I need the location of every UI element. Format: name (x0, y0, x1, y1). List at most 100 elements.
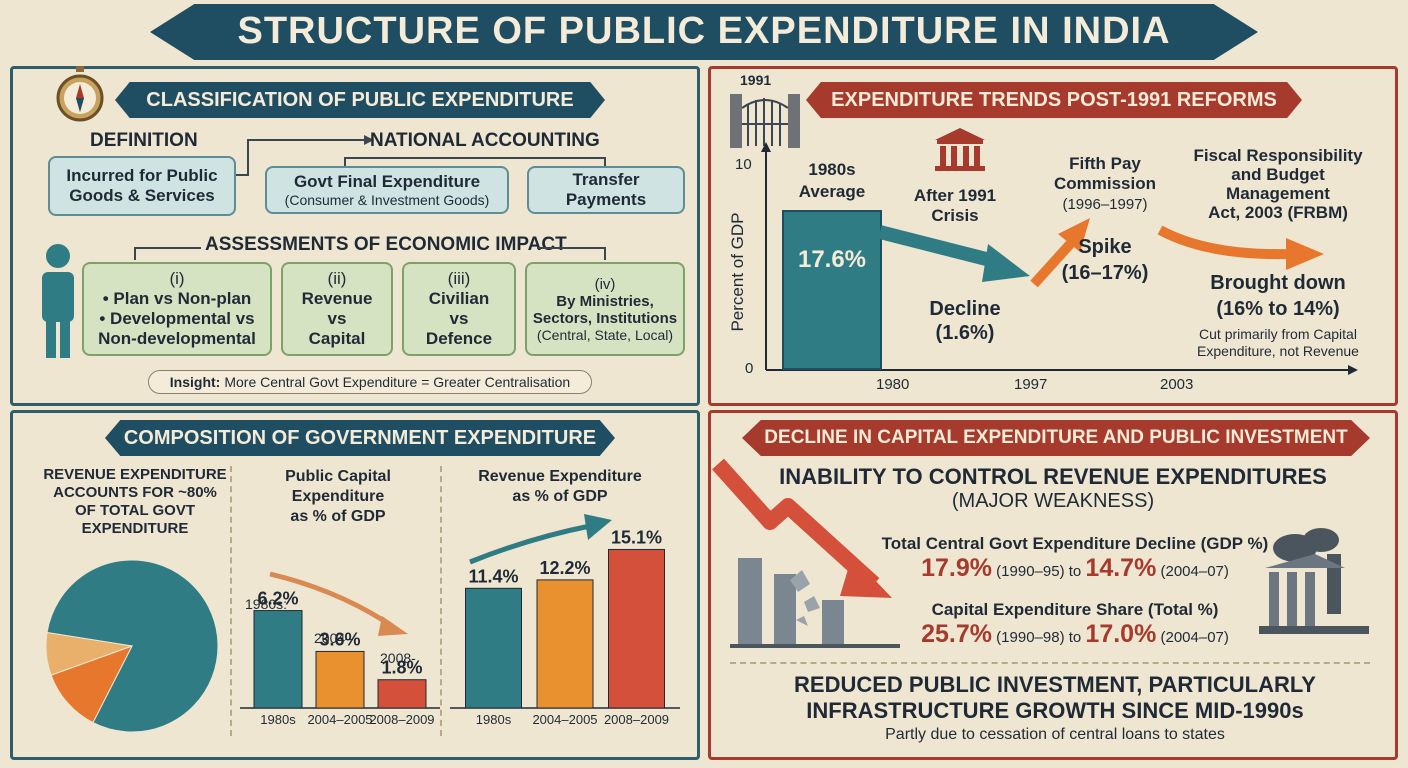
person-icon (42, 244, 74, 358)
assess-1-line-1: • Plan vs Non-plan (102, 289, 252, 308)
assess-4-line-3: (Central, State, Local) (536, 326, 674, 343)
factory-icon (1259, 528, 1369, 634)
share-values: 25.7% (1990–98) to 17.0% (2004–07) (870, 620, 1280, 649)
decline-label-2: (1.6%) (935, 322, 995, 344)
definition-text-1: Incurred for Public (66, 166, 218, 185)
total-label: Total Central Govt Expenditure Decline (… (881, 534, 1269, 553)
assess-box-2: (ii) Revenue vs Capital (281, 262, 393, 356)
cut-label-2: Expenditure, not Revenue (1197, 343, 1359, 359)
bar-category-label: 2004–2005 (532, 712, 597, 727)
rev-share-line-3: OF TOTAL GOVT (75, 502, 195, 519)
trends-x-1997: 1997 (1014, 376, 1048, 393)
bar-0 (465, 587, 522, 709)
share-value-2: 17.0% (1085, 620, 1157, 648)
capital-header: DECLINE IN CAPITAL EXPENDITURE AND PUBLI… (742, 420, 1370, 456)
gate-year: 1991 (740, 72, 772, 88)
crumbling-pillars-icon (730, 558, 900, 648)
panel-trends (708, 66, 1398, 406)
trends-ylabel: Percent of GDP (728, 212, 747, 332)
brought-down-arrow (1157, 225, 1324, 270)
bar-value-label: 11.4% (468, 566, 518, 586)
insight-pill: Insight: More Central Govt Expenditure =… (148, 370, 592, 394)
national-label: NATIONAL ACCOUNTING (370, 130, 600, 151)
definition-label: DEFINITION (90, 130, 198, 151)
assess-1-num: (i) (169, 269, 185, 288)
rev-share-line-2: ACCOUNTS FOR ~80% (53, 484, 217, 501)
assess-4-line-1: By Ministries, (556, 292, 654, 310)
rev-rise-arrow (469, 514, 612, 565)
bar-1 (315, 650, 365, 709)
assess-1-line-3: Non-developmental (98, 329, 256, 348)
insight-label: Insight: (169, 374, 221, 390)
assess-box-4: (iv) By Ministries, Sectors, Institution… (525, 262, 685, 356)
reduced-line-2: INFRASTRUCTURE GROWTH SINCE MID-1990s (806, 698, 1304, 723)
bar-value-label: 6.2% (257, 589, 298, 609)
divider-2 (440, 466, 442, 736)
brought-label-1: Brought down (1210, 272, 1346, 294)
share-value-1: 25.7% (921, 620, 992, 648)
gfe-box: Govt Final Expenditure (Consumer & Inves… (265, 166, 509, 214)
cap-prefix-2004: 2004– (314, 630, 353, 646)
assess-2-line-2: vs (327, 309, 347, 328)
bar-value-label: 15.1% (611, 527, 662, 547)
revenue-pie-chart (45, 559, 219, 733)
trends-x-1980: 1980 (876, 376, 910, 393)
assess-3-num: (iii) (447, 269, 471, 288)
bar-value-label: 12.2% (539, 558, 590, 578)
total-value-2: 14.7% (1085, 554, 1157, 582)
fifth-label-1: Fifth Pay (1069, 154, 1141, 173)
after-label-1: After 1991 (913, 186, 997, 205)
avg-label-1: 1980s (808, 160, 856, 179)
cap-title-3: as % of GDP (290, 508, 386, 525)
revenue-bar-chart: 11.4% 1980s 12.2% 2004–2005 15.1% 2008–2009 (450, 527, 680, 727)
cap-decline-arrow (269, 571, 408, 636)
assess-box-3: (iii) Civilian vs Defence (402, 262, 516, 356)
decline-label-1: Decline (929, 298, 1001, 320)
assess-box-1: (i) • Plan vs Non-plan • Developmental v… (82, 262, 272, 356)
inability-label: INABILITY TO CONTROL REVENUE EXPENDITURE… (779, 464, 1327, 489)
capital-divider (730, 662, 1370, 664)
transfer-box: Transfer Payments (527, 166, 685, 214)
fifth-label-3: (1996–1997) (1062, 196, 1148, 213)
cap-title-2: Expenditure (291, 488, 385, 505)
assess-4-num: (iv) (594, 275, 616, 293)
share-label: Capital Expenditure Share (Total %) (931, 600, 1219, 619)
national-connector (344, 157, 606, 170)
bar-category-label: 1980s (260, 712, 296, 727)
gate-icon (730, 94, 800, 148)
definition-arrow (236, 135, 374, 176)
assess-connector (134, 247, 606, 260)
brought-label-2: (16% to 14%) (1216, 298, 1340, 320)
avg-label-2: Average (798, 182, 866, 201)
cut-label-1: Cut primarily from Capital (1199, 326, 1357, 342)
bar-2 (377, 679, 427, 709)
bar-category-label: 2004–2005 (307, 712, 372, 727)
compass-icon (56, 66, 104, 122)
trends-y-top: 10 (735, 156, 752, 173)
gfe-title: Govt Final Expenditure (293, 172, 481, 191)
partly-label: Partly due to cessation of central loans… (885, 726, 1225, 743)
frbm-label-1: Fiscal Responsibility (1193, 146, 1363, 165)
revgdp-title-2: as % of GDP (512, 488, 608, 505)
weakness-label: (MAJOR WEAKNESS) (951, 490, 1155, 512)
assess-1-line-2: • Developmental vs (99, 309, 255, 328)
title-banner (150, 4, 1258, 60)
total-values: 17.9% (1990–95) to 14.7% (2004–07) (870, 554, 1280, 583)
panel-composition (10, 410, 700, 760)
assess-2-line-1: Revenue (301, 289, 373, 308)
assess-4-line-2: Sectors, Institutions (532, 309, 678, 327)
bank-icon (935, 128, 985, 171)
assess-2-line-3: Capital (308, 329, 366, 348)
classification-header: CLASSIFICATION OF PUBLIC EXPENDITURE (115, 82, 605, 118)
definition-box: Incurred for Public Goods & Services (48, 156, 236, 216)
assess-3-line-2: vs (449, 309, 469, 328)
divider-1 (230, 466, 232, 736)
bar-category-label: 2008–2009 (369, 712, 434, 727)
gfe-sub: (Consumer & Investment Goods) (284, 192, 490, 208)
spike-arrow (1030, 218, 1090, 288)
avg-value: 17.6% (797, 246, 867, 273)
cap-prefix-2008: 2008- (380, 650, 416, 666)
share-period-1: (1990–98) to (996, 629, 1082, 646)
fifth-label-2: Commission (1053, 174, 1157, 193)
assess-3-line-1: Civilian (428, 289, 490, 308)
